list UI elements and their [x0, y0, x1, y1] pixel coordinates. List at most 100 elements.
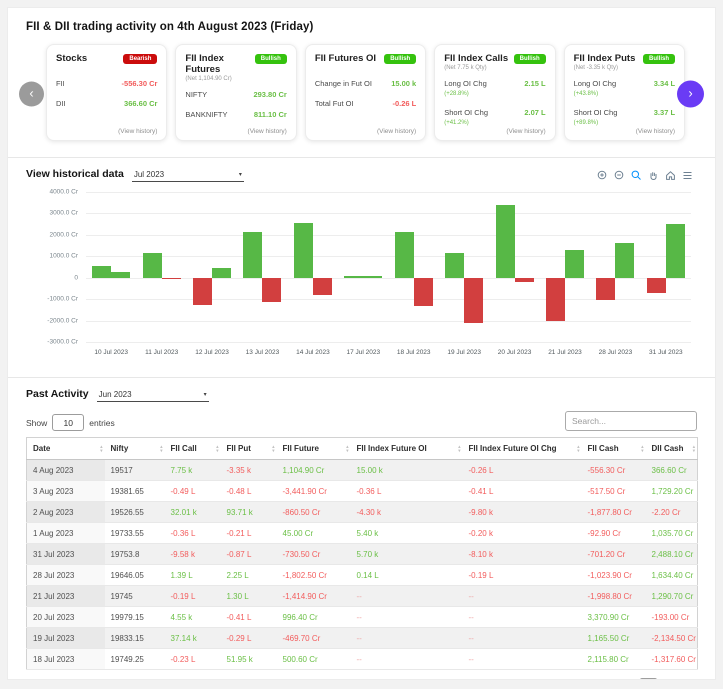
table-cell: 7.75 k [164, 459, 221, 481]
column-header[interactable]: FII Put ▴ ▾ [220, 437, 277, 460]
sort-desc-arrow: ▾ [692, 447, 695, 453]
dii-bar[interactable] [615, 242, 635, 278]
card-metric-change: (+28.8%) [444, 91, 469, 97]
entries-count-input[interactable] [52, 414, 85, 431]
column-header[interactable]: DII Cash ▴ ▾ [645, 437, 698, 460]
column-header[interactable]: Date ▴ ▾ [26, 437, 105, 460]
chevron-down-icon: ▾ [238, 172, 242, 178]
dii-bar[interactable] [212, 268, 232, 278]
fii-bar[interactable] [495, 205, 515, 278]
dii-bar[interactable] [161, 277, 181, 279]
table-cell: 19517 [104, 459, 165, 481]
dii-bar[interactable] [312, 277, 332, 295]
view-history-link[interactable]: (View history) [247, 128, 287, 135]
section-divider-2 [8, 377, 715, 378]
sort-asc-arrow: ▴ [692, 443, 695, 449]
table-row: 2 Aug 2023 19526.55 32.01 k 93.71 k -860.50 … [26, 501, 698, 523]
fii-bar[interactable] [92, 265, 112, 278]
column-header[interactable]: FII Cash ▴ ▾ [581, 437, 646, 460]
table-cell: 2,488.10 Cr [645, 543, 698, 565]
fii-bar[interactable] [142, 253, 162, 278]
table-cell: -0.29 L [220, 627, 277, 649]
card-metric-value: 811.10 Cr [253, 110, 287, 119]
bar-chart: 4000.0 Cr 3000.0 Cr 2000.0 Cr 1000.0 Cr 0 -10… [47, 189, 697, 364]
sort-asc-arrow: ▴ [458, 443, 461, 449]
card-subtitle: (Net -3.35 k Qty) [573, 65, 618, 71]
view-history-link[interactable]: (View history) [635, 128, 676, 135]
card-title: FII Index Puts [573, 53, 636, 64]
table-cell: 1,290.70 Cr [645, 585, 698, 607]
column-header[interactable]: Nifty ▴ ▾ [104, 437, 165, 460]
reset-home-icon[interactable] [665, 170, 676, 181]
zoom-out-icon[interactable] [614, 170, 625, 181]
card-metric-labels: BANKNIFTY [185, 110, 227, 119]
card-metric-labels: FII [56, 79, 65, 88]
past-activity-month-dropdown[interactable]: Jun 2023 ▾ [96, 390, 209, 402]
card-metric-row: Long OI Chg (+28.8%) 2.15 L [444, 79, 545, 97]
table-cell: 19753.8 [104, 543, 165, 565]
card-header: FII Futures OI Bullish [315, 53, 417, 64]
card-metric-label: Short OI Chg [573, 108, 618, 117]
fii-bar[interactable] [646, 277, 666, 293]
search-input[interactable] [565, 411, 697, 431]
table-cell: -0.49 L [164, 480, 221, 502]
card-subtitle: (Net 1,104.90 Cr) [185, 76, 232, 82]
chart-bar-group [136, 192, 186, 342]
card-metric-value: 2.15 L [524, 79, 546, 88]
dii-bar[interactable] [111, 271, 131, 278]
dii-bar[interactable] [413, 277, 433, 306]
table-cell: -0.41 L [220, 606, 277, 628]
card-header: FII Index Futures Bullish [185, 53, 287, 75]
table-cell: -517.50 Cr [581, 480, 646, 502]
dii-bar[interactable] [514, 277, 534, 282]
date-cell: 21 Jul 2023 [26, 585, 105, 607]
chart-x-tick-label: 18 Jul 2023 [396, 349, 431, 356]
sort-asc-arrow: ▴ [346, 443, 349, 449]
table-cell: 19646.05 [104, 564, 165, 586]
card-metric-row: Total Fut OI -0.26 L [315, 99, 416, 108]
dii-bar[interactable] [665, 224, 685, 278]
chevron-right-icon: › [688, 85, 693, 101]
zoom-in-icon[interactable] [597, 170, 608, 181]
chart-bar-group [187, 192, 237, 342]
chart-bar-group [288, 192, 338, 342]
dii-bar[interactable] [363, 276, 383, 278]
fii-bar[interactable] [344, 276, 364, 278]
date-cell: 28 Jul 2023 [26, 564, 105, 586]
column-header[interactable]: FII Index Future OI Chg ▴ ▾ [462, 437, 582, 460]
fii-bar[interactable] [243, 231, 263, 278]
view-history-link[interactable]: (View history) [506, 128, 546, 135]
table-cell: 93.71 k [220, 501, 277, 523]
fii-bar[interactable] [193, 277, 213, 306]
card-metric-labels: Change in Fut OI [315, 79, 372, 88]
historical-month-dropdown[interactable]: Jul 2023 ▾ [131, 170, 244, 182]
dii-bar[interactable] [464, 277, 484, 324]
view-history-link[interactable]: (View history) [376, 128, 417, 135]
carousel-next-button[interactable]: › [677, 80, 704, 108]
selection-zoom-icon[interactable] [631, 170, 642, 181]
column-header[interactable]: FII Call ▴ ▾ [164, 437, 221, 460]
column-header[interactable]: FII Index Future OI ▴ ▾ [350, 437, 463, 460]
fii-bar[interactable] [546, 277, 565, 321]
card-metric-label: Long OI Chg [573, 79, 617, 88]
pagination-page-1[interactable]: 1 [639, 678, 657, 679]
fii-bar[interactable] [596, 277, 616, 300]
table-cell: -- [350, 606, 463, 628]
table-cell: -- [350, 585, 463, 607]
fii-bar[interactable] [445, 252, 465, 278]
dii-bar[interactable] [565, 250, 584, 278]
menu-icon[interactable] [682, 170, 693, 181]
card-metric-labels: Long OI Chg (+28.8%) [444, 79, 487, 97]
chevron-down-icon: ▾ [203, 392, 207, 398]
column-header[interactable]: FII Future ▴ ▾ [276, 437, 351, 460]
card-metric-label: Total Fut OI [314, 99, 354, 108]
pan-icon[interactable] [648, 170, 659, 181]
dii-bar[interactable] [262, 277, 282, 303]
sort-desc-arrow: ▾ [100, 447, 103, 453]
fii-bar[interactable] [293, 223, 313, 278]
view-history-link[interactable]: (View history) [118, 128, 158, 135]
carousel-prev-button[interactable]: ‹ [19, 81, 44, 107]
card-metric-row: DII 366.60 Cr [56, 99, 157, 108]
table-cell: -9.58 k [164, 543, 221, 565]
fii-bar[interactable] [394, 232, 414, 278]
